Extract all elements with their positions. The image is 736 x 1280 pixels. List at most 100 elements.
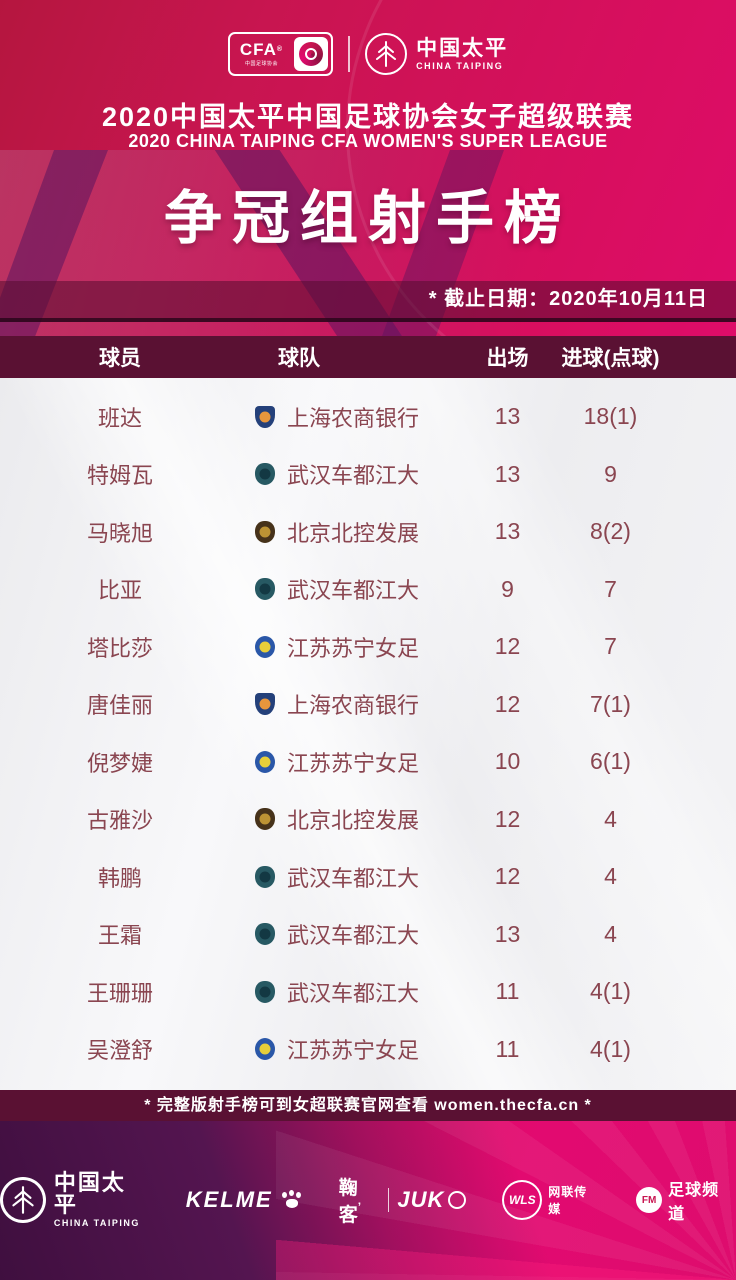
- team-cell: 江苏苏宁女足: [210, 631, 455, 663]
- column-header-appearances: 出场: [486, 347, 529, 370]
- team-badge-icon: [255, 520, 275, 543]
- badge-core: [259, 871, 271, 883]
- goals-value: 4: [604, 805, 617, 832]
- swirl-ring-icon: [448, 1191, 467, 1209]
- player-name: 塔比莎: [86, 635, 153, 661]
- goals-value: 8(2): [590, 518, 631, 545]
- sponsor-china-taiping: 中国太平 CHINA TAIPING: [0, 1172, 150, 1228]
- badge-core: [259, 468, 271, 480]
- football-channel-label: 足球频道: [668, 1182, 720, 1223]
- team-name: 上海农商银行: [287, 693, 420, 719]
- team-name: 江苏苏宁女足: [287, 1038, 420, 1064]
- goals-value: 4: [604, 920, 617, 947]
- column-header-team: 球队: [278, 347, 320, 370]
- team-name: 武汉车都江大: [287, 980, 420, 1006]
- team-badge-icon: [255, 865, 275, 888]
- team-badge-icon: [255, 405, 275, 428]
- team-name: 江苏苏宁女足: [287, 635, 420, 661]
- player-name: 古雅沙: [86, 808, 153, 834]
- badge-core: [259, 986, 271, 998]
- team-cell: 北京北控发展: [210, 803, 455, 835]
- appearances-value: 11: [495, 978, 520, 1005]
- divider-line: [0, 318, 736, 322]
- table-row: 唐佳丽 上海农商银行 12 7(1): [0, 676, 736, 734]
- goals-value: 7: [604, 633, 617, 660]
- team-name: 北京北控发展: [287, 808, 420, 834]
- team-cell: 武汉车都江大: [210, 458, 455, 490]
- team-name: 武汉车都江大: [287, 578, 420, 604]
- table-row: 倪梦婕 江苏苏宁女足 10 6(1): [0, 733, 736, 791]
- player-name: 特姆瓦: [86, 463, 153, 489]
- player-name: 王霜: [97, 923, 142, 949]
- player-name: 班达: [97, 405, 142, 431]
- table-row: 王霜 武汉车都江大 13 4: [0, 906, 736, 964]
- player-name: 王珊珊: [86, 980, 153, 1006]
- team-name: 武汉车都江大: [287, 865, 420, 891]
- player-name: 马晓旭: [86, 520, 153, 546]
- cfa-logo: CFA® 中国足球协会: [227, 32, 334, 76]
- badge-core: [259, 698, 271, 710]
- team-badge-icon: [255, 923, 275, 946]
- team-name: 上海农商银行: [287, 405, 420, 431]
- table-row: 塔比莎 江苏苏宁女足 12 7: [0, 618, 736, 676]
- goals-value: 18(1): [583, 403, 638, 430]
- team-cell: 上海农商银行: [210, 688, 455, 720]
- kelme-wordmark: KELME: [185, 1187, 273, 1212]
- football-channel-icon: FM: [636, 1187, 663, 1213]
- goals-value: 7: [604, 575, 617, 602]
- page-title: 争冠组射手榜: [163, 186, 572, 251]
- badge-core: [259, 756, 271, 768]
- taiping-cn-label: 中国太平: [416, 36, 509, 60]
- badge-core: [259, 583, 271, 595]
- team-cell: 武汉车都江大: [210, 918, 455, 950]
- player-name: 韩鹏: [97, 865, 142, 891]
- team-cell: 江苏苏宁女足: [210, 1033, 455, 1065]
- league-title-cn: 2020中国太平中国足球协会女子超级联赛: [101, 102, 635, 132]
- team-badge-icon: [255, 808, 275, 831]
- goals-value: 4(1): [590, 978, 631, 1005]
- table-row: 韩鹏 武汉车都江大 12 4: [0, 848, 736, 906]
- table-row: 王珊珊 武汉车都江大 11 4(1): [0, 963, 736, 1021]
- team-cell: 武汉车都江大: [210, 861, 455, 893]
- team-name: 武汉车都江大: [287, 463, 420, 489]
- cfa-subtext: 中国足球协会: [244, 61, 278, 67]
- cfa-emblem-icon: [294, 37, 329, 71]
- badge-core: [259, 641, 271, 653]
- table-row: 吴澄舒 江苏苏宁女足 11 4(1): [0, 1021, 736, 1079]
- player-name: 吴澄舒: [86, 1038, 153, 1064]
- table-row: 特姆瓦 武汉车都江大 13 9: [0, 446, 736, 504]
- table-header: 球员 球队 出场 进球(点球): [0, 336, 736, 378]
- column-header-player: 球员: [99, 347, 141, 370]
- team-cell: 江苏苏宁女足: [210, 746, 455, 778]
- team-cell: 北京北控发展: [210, 516, 455, 548]
- table-row: 马晓旭 北京北控发展 13 8(2): [0, 503, 736, 561]
- team-badge-icon: [255, 578, 275, 601]
- appearances-value: 12: [494, 633, 521, 660]
- registered-mark: ®: [276, 46, 284, 53]
- brand-divider: [348, 36, 351, 72]
- appearances-value: 12: [494, 863, 521, 890]
- wls-label: 网联传媒: [548, 1185, 588, 1216]
- appearances-value: 9: [501, 575, 514, 602]
- china-taiping-logo: 中国太平 CHINA TAIPING: [365, 33, 508, 75]
- sponsor-taiping-en: CHINA TAIPING: [53, 1218, 140, 1228]
- cfa-wordmark: CFA® 中国足球协会: [233, 37, 290, 71]
- juke-cn-label: 鞠客: [338, 1178, 358, 1226]
- goals-value: 4: [604, 863, 617, 890]
- table-row: 比亚 武汉车都江大 9 7: [0, 561, 736, 619]
- badge-core: [259, 813, 271, 825]
- team-cell: 上海农商银行: [210, 401, 455, 433]
- badge-core: [259, 411, 271, 423]
- appearances-value: 13: [494, 403, 521, 430]
- sponsor-row: 中国太平 CHINA TAIPING KELME 鞠客’ JUK WLS 网联传…: [0, 1152, 736, 1248]
- team-badge-icon: [255, 463, 275, 486]
- wls-icon: WLS: [502, 1180, 543, 1220]
- team-badge-icon: [255, 1038, 275, 1061]
- appearances-value: 13: [494, 518, 521, 545]
- appearances-value: 12: [494, 805, 521, 832]
- taiping-en-label: CHINA TAIPING: [416, 60, 504, 71]
- team-name: 江苏苏宁女足: [287, 750, 420, 776]
- apostrophe-mark: ’: [357, 1200, 362, 1214]
- team-name: 北京北控发展: [287, 520, 420, 546]
